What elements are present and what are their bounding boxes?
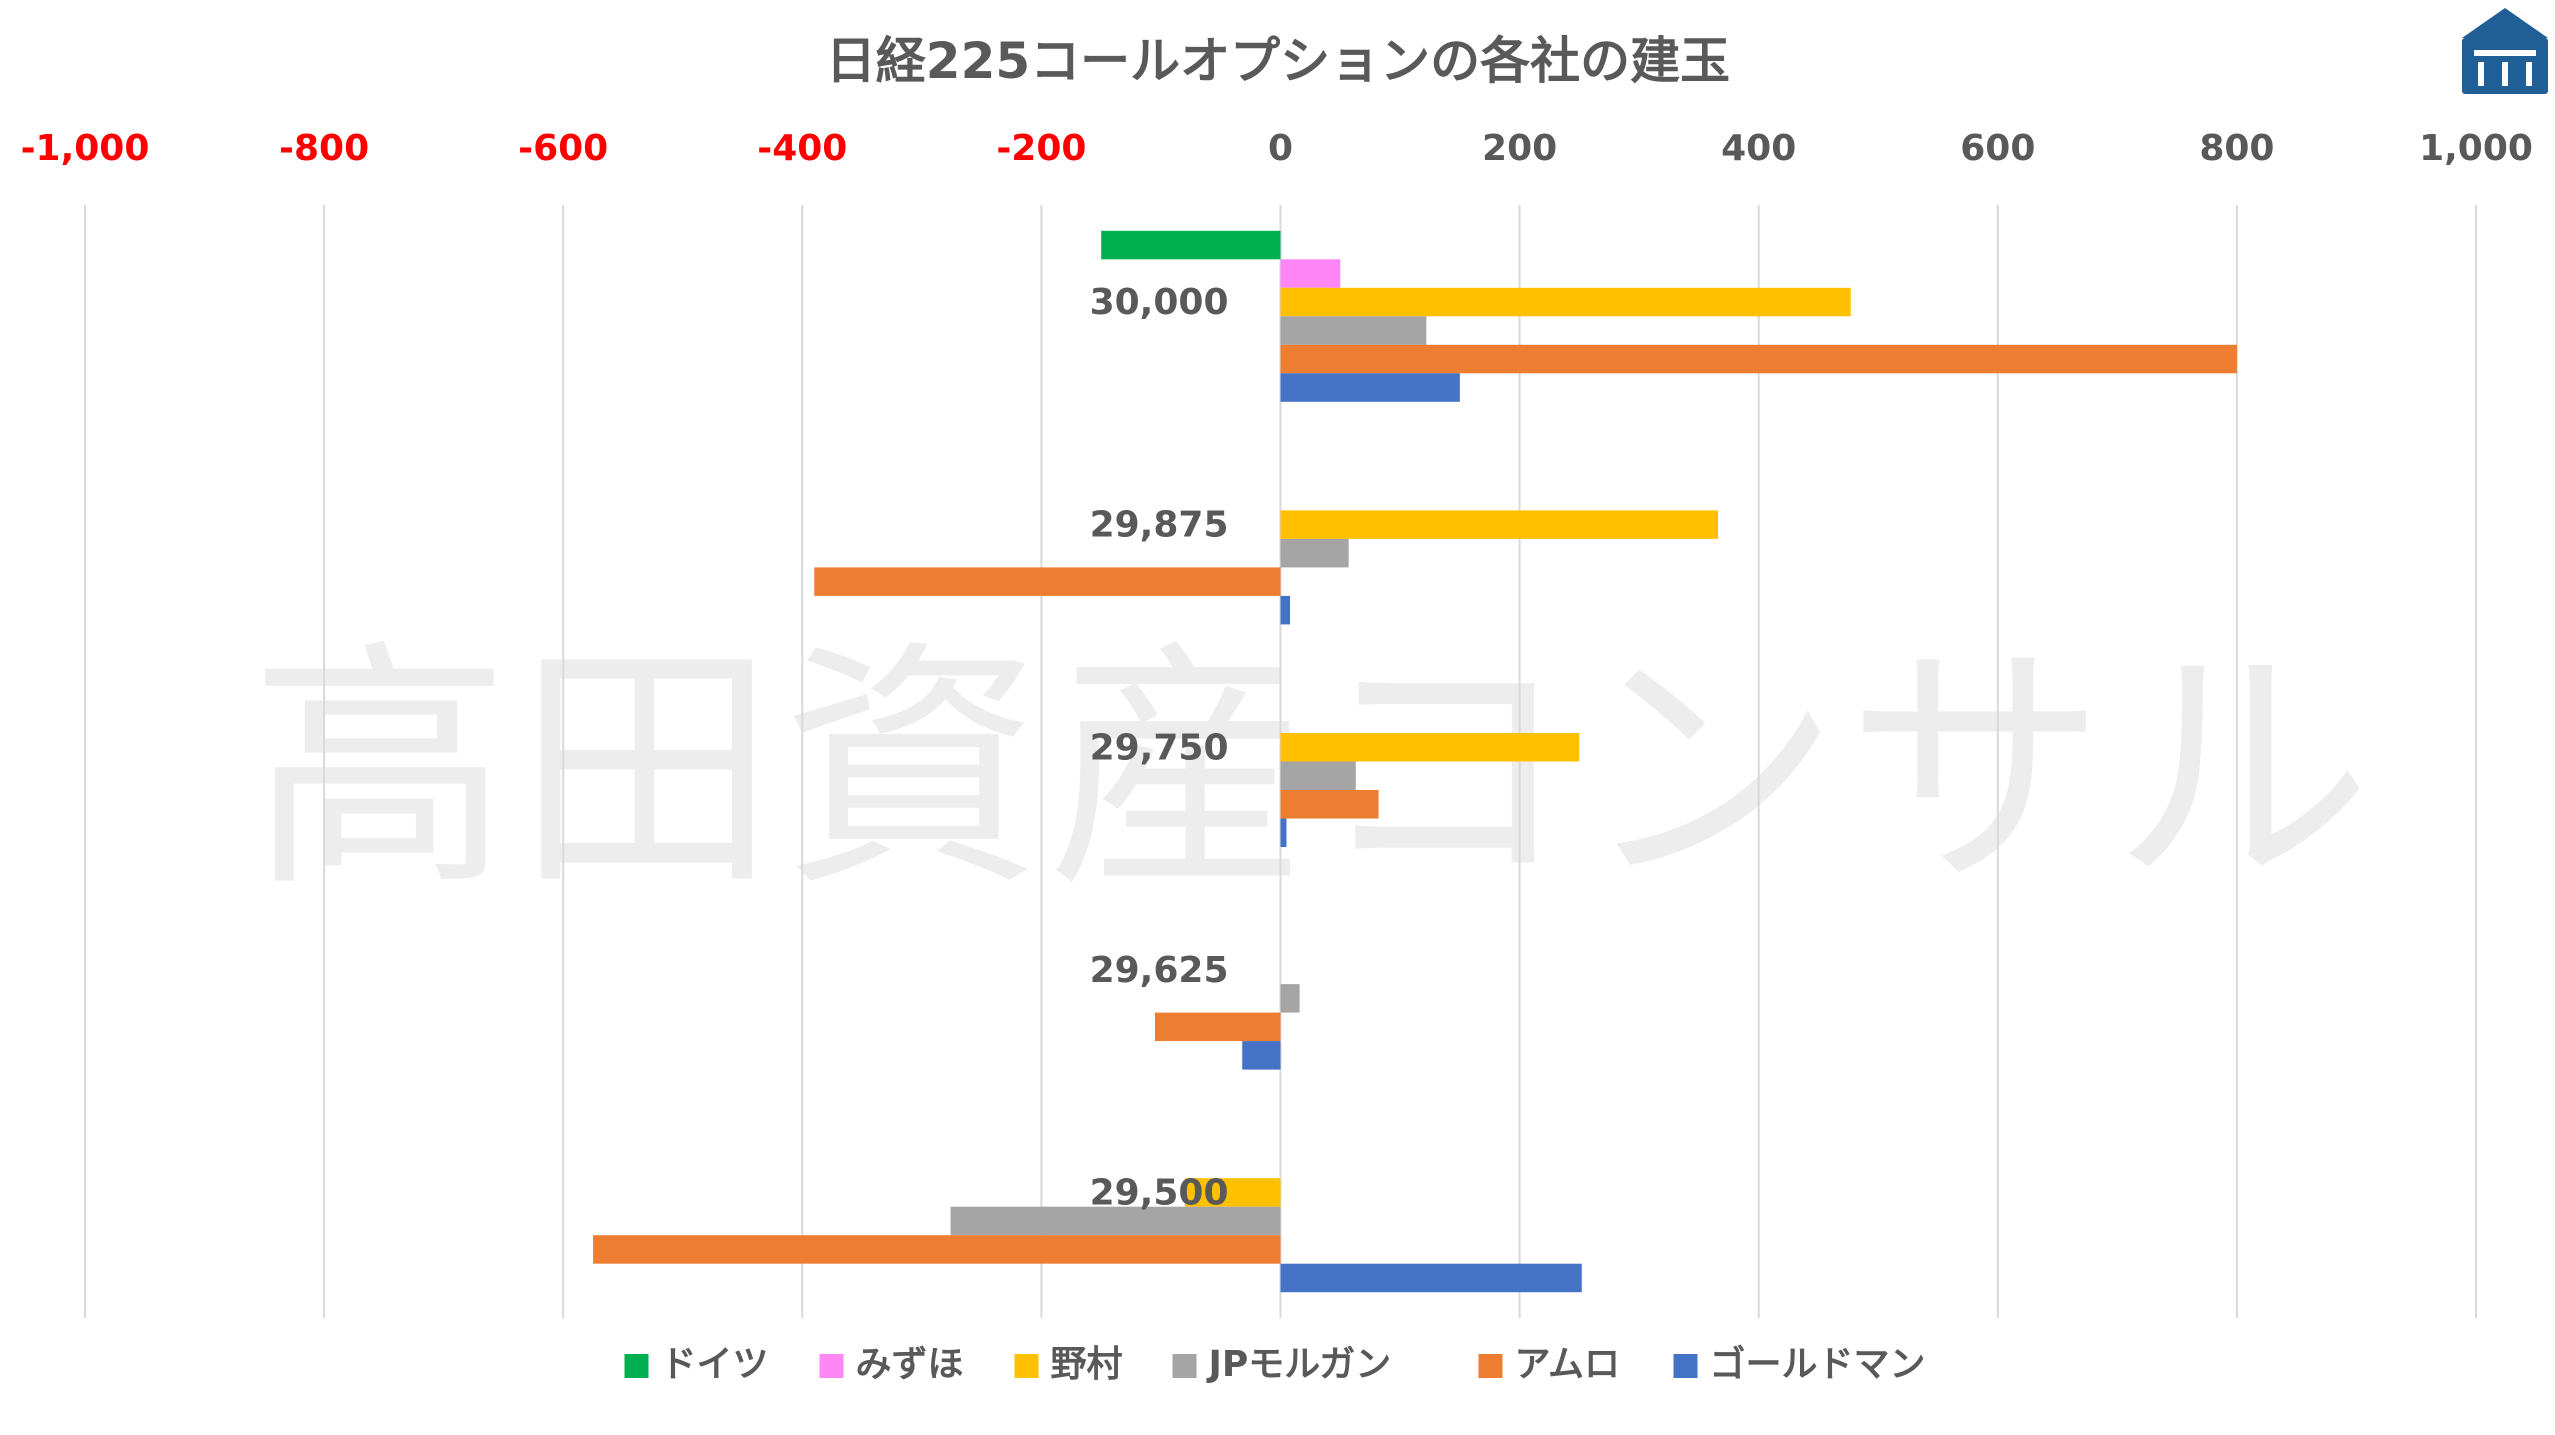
bar bbox=[1280, 984, 1300, 1013]
bar bbox=[950, 1206, 1281, 1236]
logo-line bbox=[2474, 50, 2536, 56]
bar bbox=[1101, 230, 1281, 260]
x-tick-label: 600 bbox=[1960, 128, 2035, 169]
legend-swatch bbox=[1478, 1354, 1503, 1378]
bar bbox=[1280, 733, 1580, 762]
bar bbox=[1280, 287, 1851, 317]
logo-pillar bbox=[2478, 62, 2484, 86]
legend-label: JPモルガン bbox=[1206, 1344, 1392, 1385]
legend-label: 野村 bbox=[1051, 1344, 1123, 1385]
legend-swatch bbox=[624, 1354, 649, 1378]
bar bbox=[1184, 1178, 1281, 1207]
legend-label: ゴールドマン bbox=[1710, 1343, 1926, 1385]
bar bbox=[1280, 344, 2237, 374]
category-label: 29,500 bbox=[1090, 1172, 1229, 1213]
logo-roof bbox=[2462, 8, 2548, 38]
category-label: 29,750 bbox=[1090, 727, 1229, 768]
x-tick-label: -600 bbox=[518, 128, 608, 169]
bar bbox=[1280, 790, 1379, 819]
bar bbox=[1280, 259, 1341, 288]
bar bbox=[1154, 1012, 1281, 1042]
bar bbox=[1242, 1041, 1281, 1070]
x-axis-ticks: -1,000 -800 -600 -400 -200 0 200 400 600 800 1,000 bbox=[21, 128, 2533, 169]
x-tick-label: -400 bbox=[757, 128, 847, 169]
bar bbox=[1280, 373, 1460, 402]
legend: ドイツ みずほ 野村 JPモルガン アムロ ゴールドマン bbox=[624, 1343, 1926, 1385]
logo-icon bbox=[2462, 8, 2548, 94]
x-tick-label: -200 bbox=[996, 128, 1086, 169]
x-tick-label: 200 bbox=[1482, 128, 1557, 169]
legend-swatch bbox=[1172, 1354, 1197, 1378]
bar bbox=[1280, 818, 1287, 847]
x-tick-label: -1,000 bbox=[21, 128, 150, 169]
bar bbox=[814, 567, 1281, 596]
bar bbox=[1280, 538, 1349, 568]
x-tick-label: 400 bbox=[1721, 128, 1796, 169]
bar bbox=[593, 1235, 1281, 1264]
legend-label: みずほ bbox=[856, 1344, 964, 1385]
gridlines bbox=[84, 205, 2477, 1318]
category-label: 29,625 bbox=[1090, 950, 1229, 991]
logo-pillar bbox=[2526, 62, 2532, 86]
logo-pillar bbox=[2502, 62, 2508, 86]
chart-title: 日経225コールオプションの各社の建玉 bbox=[826, 32, 1730, 90]
bar bbox=[1280, 595, 1291, 625]
category-label: 30,000 bbox=[1090, 282, 1229, 323]
legend-swatch bbox=[819, 1354, 844, 1378]
bar bbox=[1280, 510, 1719, 539]
x-tick-label: -800 bbox=[279, 128, 369, 169]
x-tick-label: 0 bbox=[1268, 128, 1293, 169]
legend-swatch bbox=[1014, 1354, 1039, 1378]
legend-swatch bbox=[1673, 1354, 1698, 1378]
x-tick-label: 800 bbox=[2199, 128, 2274, 169]
legend-label: ドイツ bbox=[661, 1344, 769, 1385]
x-tick-label: 1,000 bbox=[2419, 128, 2533, 169]
bar bbox=[1280, 316, 1427, 345]
bar bbox=[1280, 1263, 1582, 1293]
bars bbox=[593, 230, 2237, 1293]
bar bbox=[1280, 761, 1356, 790]
legend-label: アムロ bbox=[1515, 1344, 1620, 1385]
category-labels: 30,000 29,875 29,750 29,625 29,500 bbox=[1090, 282, 1229, 1213]
category-label: 29,875 bbox=[1090, 505, 1229, 546]
